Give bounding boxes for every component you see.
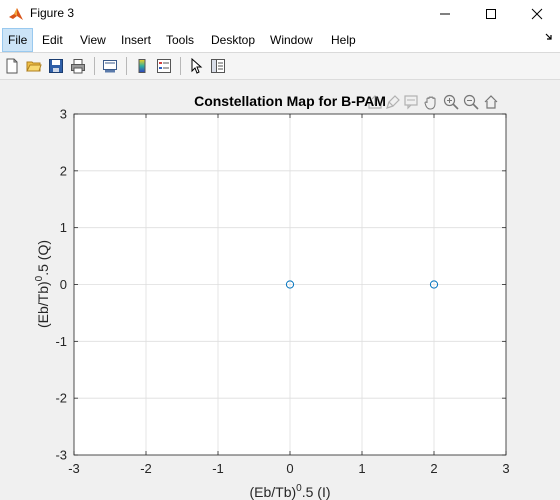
y-tick-label: 0 [60, 277, 67, 292]
close-button[interactable] [514, 0, 560, 28]
zoom-out-icon [463, 94, 479, 110]
menu-insert[interactable]: Insert [121, 33, 152, 47]
y-tick-label: -1 [55, 334, 67, 349]
y-tick-label: 2 [60, 163, 67, 178]
x-tick-label: 2 [430, 461, 437, 476]
edit-plot-button[interactable] [186, 56, 206, 76]
matlab-logo-icon [9, 8, 23, 20]
restore-view-button[interactable] [482, 92, 500, 112]
minimize-icon [440, 13, 450, 15]
minimize-button[interactable] [422, 0, 468, 28]
menu-desktop[interactable]: Desktop [211, 33, 256, 47]
x-tick-label: 1 [358, 461, 365, 476]
zoom-out-button[interactable] [462, 92, 480, 112]
open-button[interactable] [24, 56, 44, 76]
data-series [285, 280, 439, 289]
y-tick-label: -3 [55, 448, 67, 463]
menu-file[interactable]: File [2, 28, 34, 52]
x-tick-label: -3 [68, 461, 80, 476]
colorbar-icon [138, 59, 146, 73]
y-tick-label: 3 [60, 107, 67, 122]
menu-bar: File Edit View Insert Tools Desktop Wind… [0, 28, 560, 53]
window-title: Figure 3 [30, 6, 75, 20]
menu-help[interactable]: Help [331, 33, 356, 47]
dock-arrow-icon[interactable] [544, 32, 554, 44]
x-tick-labels: -3 -2 -1 0 1 2 3 [68, 461, 509, 476]
toolbar-separator [126, 57, 127, 75]
toolbar-separator [94, 57, 95, 75]
data-tips-icon [404, 95, 418, 110]
figure-toolbar [0, 53, 560, 80]
x-axis-label: (Eb/Tb)0.5 (I) [249, 483, 330, 500]
tick-marks [73, 113, 507, 456]
new-figure-icon [6, 58, 18, 74]
x-tick-label: -1 [212, 461, 224, 476]
menu-window[interactable]: Window [270, 33, 313, 47]
pan-button[interactable] [422, 92, 440, 112]
menu-tools[interactable]: Tools [166, 33, 195, 47]
colorbar-button[interactable] [132, 56, 152, 76]
y-tick-labels: -3 -2 -1 0 1 2 3 [55, 107, 67, 463]
y-tick-label: 1 [60, 220, 67, 235]
link-plot-icon [103, 60, 117, 73]
zoom-in-icon [443, 94, 459, 110]
constellation-point [429, 280, 439, 289]
data-tips-button[interactable] [402, 92, 420, 112]
toolbar-separator [180, 57, 181, 75]
print-icon [71, 59, 85, 74]
save-icon [49, 59, 63, 73]
print-button[interactable] [68, 56, 88, 76]
legend-icon [157, 59, 171, 73]
maximize-button[interactable] [468, 0, 514, 28]
property-inspector-button[interactable] [208, 56, 228, 76]
save-button[interactable] [46, 56, 66, 76]
legend-button[interactable] [154, 56, 174, 76]
property-inspector-icon [211, 59, 225, 73]
brush-button[interactable] [384, 92, 402, 112]
x-tick-label: 0 [286, 461, 293, 476]
x-tick-label: 3 [502, 461, 509, 476]
link-plot-button[interactable] [100, 56, 120, 76]
export-icon [368, 95, 382, 109]
constellation-point [285, 280, 295, 289]
export-button[interactable] [366, 92, 384, 112]
menu-edit[interactable]: Edit [42, 33, 63, 47]
maximize-icon [486, 9, 496, 19]
new-figure-button[interactable] [2, 56, 22, 76]
y-tick-label: -2 [55, 391, 67, 406]
zoom-in-button[interactable] [442, 92, 460, 112]
restore-view-icon [484, 95, 498, 109]
close-icon [531, 8, 543, 20]
brush-icon [386, 95, 400, 109]
menu-view[interactable]: View [80, 33, 106, 47]
open-folder-icon [26, 61, 42, 72]
edit-plot-pointer-icon [191, 58, 203, 74]
chart-title: Constellation Map for B-PAM [194, 93, 386, 109]
pan-icon [424, 96, 436, 110]
y-axis-label: (Eb/Tb)0.5 (Q) [34, 240, 51, 328]
x-tick-label: -2 [140, 461, 152, 476]
title-bar: Figure 3 [0, 0, 560, 28]
